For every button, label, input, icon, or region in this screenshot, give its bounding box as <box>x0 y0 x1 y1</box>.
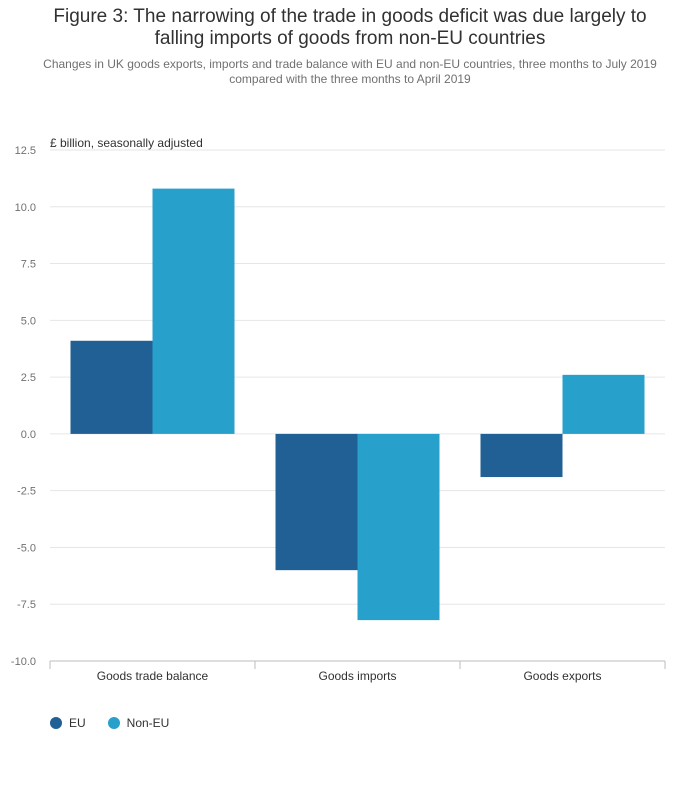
x-category-label: Goods trade balance <box>97 669 209 683</box>
bar-eu-0 <box>70 340 153 434</box>
bar-non-eu-1 <box>357 433 440 621</box>
y-tick-label: 0.0 <box>21 429 36 441</box>
y-tick-label: 12.5 <box>15 145 36 157</box>
bar-eu-1 <box>275 433 358 571</box>
x-category-label: Goods exports <box>523 669 601 683</box>
y-tick-label: 7.5 <box>21 259 36 271</box>
x-axis: Goods trade balance Goods imports Goods ex… <box>49 660 666 683</box>
legend-item-eu: EU <box>50 716 86 730</box>
chart-title-line-1: Figure 3: The narrowing of the trade in … <box>53 6 647 27</box>
legend-item-non-eu: Non-EU <box>107 716 170 730</box>
legend-label-non-eu: Non-EU <box>126 716 170 730</box>
legend-label-eu: EU <box>69 716 86 730</box>
bars <box>70 188 645 621</box>
y-tick-label: -7.5 <box>17 599 36 611</box>
bar-chart: 12.5 10.0 7.5 5.0 2.5 0.0 -2.5 -5.0 -7.5 -10.0 £ … <box>11 136 666 683</box>
y-tick-label: -10.0 <box>11 656 36 668</box>
x-category-label: Goods imports <box>318 669 396 683</box>
chart-title-line-2: falling imports of goods from non-EU cou… <box>154 28 546 49</box>
chart-subtitle: Changes in UK goods exports, imports and… <box>0 57 700 87</box>
chart-subtitle-line-2: compared with the three months to April … <box>229 72 471 86</box>
y-tick-label: 2.5 <box>21 372 36 384</box>
y-axis-ticks: 12.5 10.0 7.5 5.0 2.5 0.0 -2.5 -5.0 -7.5 -10.0 <box>11 145 36 668</box>
chart-subtitle-line-1: Changes in UK goods exports, imports and… <box>43 57 657 71</box>
chart-title: Figure 3: The narrowing of the trade in … <box>0 6 700 50</box>
bar-non-eu-2 <box>562 374 645 434</box>
legend: EU Non-EU <box>50 716 191 730</box>
y-tick-label: 5.0 <box>21 315 36 327</box>
legend-swatch-eu <box>50 717 62 729</box>
y-axis-unit-label: £ billion, seasonally adjusted <box>50 136 203 150</box>
y-tick-label: 10.0 <box>15 202 36 214</box>
legend-swatch-non-eu <box>107 717 120 729</box>
bar-eu-2 <box>480 433 563 478</box>
y-tick-label: -2.5 <box>17 486 36 498</box>
y-tick-label: -5.0 <box>17 542 36 554</box>
bar-non-eu-0 <box>152 188 235 434</box>
